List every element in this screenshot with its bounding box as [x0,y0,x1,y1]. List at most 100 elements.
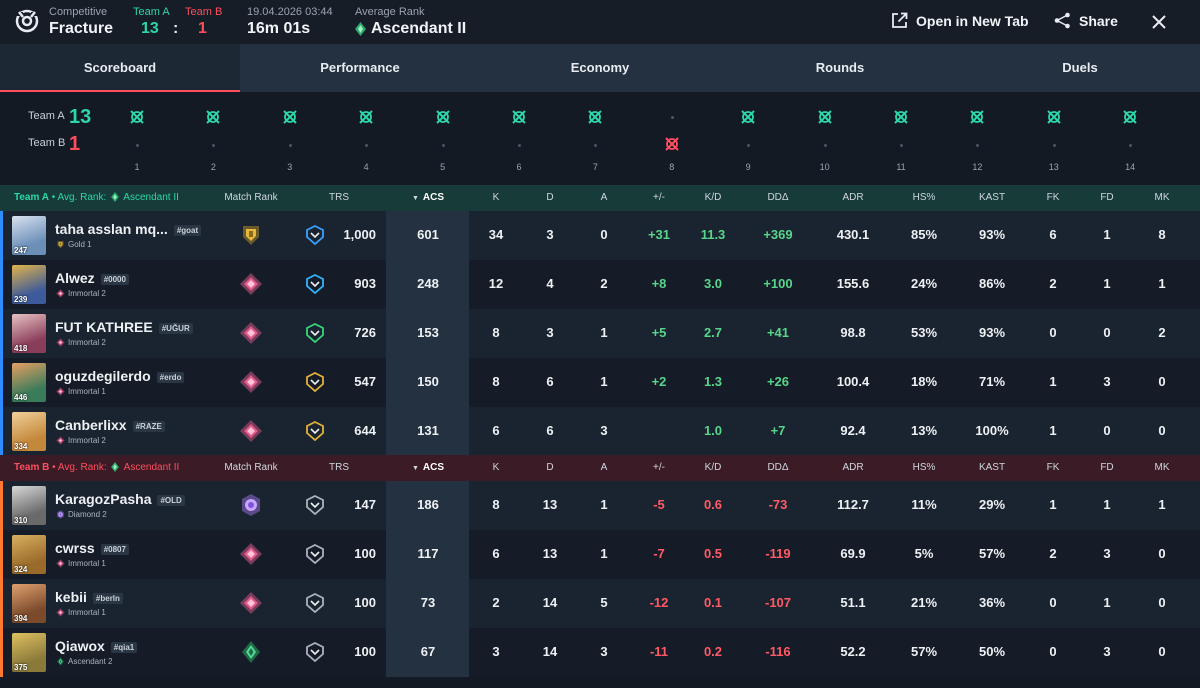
stat-a: 0 [600,227,608,242]
player-rank: Immortal 1 [56,608,106,617]
player-name[interactable]: kebii #berln [55,589,123,605]
player-rank: Immortal 2 [56,289,106,298]
external-link-icon [892,12,908,28]
col-header-fd[interactable]: FD [1100,462,1114,473]
avg-rank-label: Average Rank [355,6,425,18]
stat-mk: 2 [1158,325,1166,340]
col-header-kast[interactable]: KAST [978,192,1006,203]
col-header-hs[interactable]: HS% [912,462,936,473]
player-row[interactable]: 418 FUT KATHREE #UĞUR Immortal 2 726 153 8 3 1 +5… [0,309,1200,358]
round-win-icon [665,137,679,151]
col-header-mk[interactable]: MK [1154,192,1170,203]
player-name[interactable]: KaragozPasha #OLD [55,491,185,507]
col-header-kast[interactable]: KAST [978,462,1006,473]
player-name[interactable]: Qiawox #qia1 [55,638,138,654]
col-header-k[interactable]: K [492,192,500,203]
stat-kd: 1.0 [703,423,723,438]
tab-scoreboard[interactable]: Scoreboard [0,44,240,92]
col-header-hs[interactable]: HS% [912,192,936,203]
stat-adr: 430.1 [836,227,870,242]
player-row[interactable]: 324 cwrss #0807 Immortal 1 100 117 6 13 1 -7 0.5 -1… [0,530,1200,579]
col-header-dd[interactable]: DDΔ [767,192,789,203]
player-row[interactable]: 239 Alwez #0000 Immortal 2 903 248 12 4 2 +8 3.0 +1… [0,260,1200,309]
stat-pm: -7 [653,546,665,561]
player-name[interactable]: taha asslan mq... #goat [55,221,202,237]
col-header-match-rank[interactable]: Match Rank [224,462,278,473]
col-header-trs[interactable]: TRS [329,192,349,203]
player-row[interactable]: 394 kebii #berln Immortal 1 100 73 2 14 5 -12 0.1-… [0,579,1200,628]
player-name[interactable]: cwrss #0807 [55,540,129,556]
stat-fd: 1 [1103,595,1111,610]
stat-mk: 1 [1158,497,1166,512]
round-win-icon [206,110,221,124]
col-header-match-rank[interactable]: Match Rank [224,192,278,203]
agent-avatar [12,412,46,451]
col-header-pm[interactable]: +/- [653,192,665,203]
col-header-fk[interactable]: FK [1046,192,1060,203]
stat-d: 6 [546,423,554,438]
col-header-trs[interactable]: TRS [329,462,349,473]
close-icon[interactable] [1152,15,1166,29]
col-header-pm[interactable]: +/- [653,462,665,473]
acs-highlight [386,628,469,677]
col-header-k[interactable]: K [492,462,500,473]
player-name[interactable]: oguzdegilerdo #erdo [55,368,185,384]
player-name[interactable]: Alwez #0000 [55,270,129,286]
player-tag: #berln [92,592,123,604]
rank-small-icon [56,608,65,617]
trs-value: 903 [354,276,376,291]
stat-fk: 2 [1049,276,1057,291]
player-row[interactable]: 247 taha asslan mq... #goat Gold 1 1,000 601 3… [0,211,1200,260]
col-header-fk[interactable]: FK [1046,462,1060,473]
col-header-a[interactable]: A [600,192,608,203]
acs-highlight [386,309,469,358]
col-header-dd[interactable]: DDΔ [767,462,789,473]
col-header-adr[interactable]: ADR [842,462,864,473]
player-row[interactable]: 334 Canberlixx #RAZE Immortal 2 644 131 6 6 3 1.0… [0,407,1200,456]
tab-duels[interactable]: Duels [1062,60,1098,75]
header-team-b-score: 1 [198,20,207,37]
col-header-mk[interactable]: MK [1154,462,1170,473]
round-win-icon [817,110,832,124]
col-header-a[interactable]: A [600,462,608,473]
player-level: 239 [14,295,28,304]
agent-avatar [12,265,46,304]
stat-a: 1 [600,546,608,561]
stat-mk: 1 [1158,276,1166,291]
col-header-kd[interactable]: K/D [704,192,722,203]
round-empty-dot [365,144,369,147]
col-header-d[interactable]: D [546,192,554,203]
player-name[interactable]: Canberlixx #RAZE [55,417,165,433]
col-header-fd[interactable]: FD [1100,192,1114,203]
open-new-tab-button[interactable]: Open in New Tab [891,12,1029,29]
player-row[interactable]: 446 oguzdegilerdo #erdo Immortal 1 547 150 8 6 1… [0,358,1200,407]
trs-shield-icon [305,322,325,348]
player-tag: #0000 [100,273,129,285]
col-header-adr[interactable]: ADR [842,192,864,203]
ascendant-rank-icon [355,22,366,36]
stat-dd: +369 [763,227,793,242]
tab-performance[interactable]: Performance [320,60,400,75]
stat-dd: -107 [764,595,792,610]
col-header-acs[interactable]: ▼ ACS [411,462,445,473]
col-header-acs[interactable]: ▼ ACS [411,192,445,203]
stat-acs: 186 [417,497,439,512]
round-empty-dot [1052,144,1056,147]
tab-economy[interactable]: Economy [570,60,630,75]
player-row[interactable]: 310 KaragozPasha #OLD Diamond 2 147 186 8 13 1 -5… [0,481,1200,530]
trs-shield-icon [305,420,325,446]
player-row[interactable]: 375 Qiawox #qia1 Ascendant 2 100 67 3 14 3 -11 0.2… [0,628,1200,677]
tab-rounds[interactable]: Rounds [815,60,865,75]
team-color-bar [0,260,3,309]
player-rank: Immortal 1 [56,559,106,568]
stat-kd: 0.6 [703,497,723,512]
col-header-kd[interactable]: K/D [704,462,722,473]
stat-fd: 3 [1103,644,1111,659]
col-header-d[interactable]: D [546,462,554,473]
stat-hs: 85% [910,227,938,242]
round-number: 10 [819,162,830,172]
player-name[interactable]: FUT KATHREE #UĞUR [55,319,193,335]
stat-acs: 67 [420,644,436,659]
round-empty-dot [441,144,445,147]
share-button[interactable]: Share [1054,12,1118,29]
